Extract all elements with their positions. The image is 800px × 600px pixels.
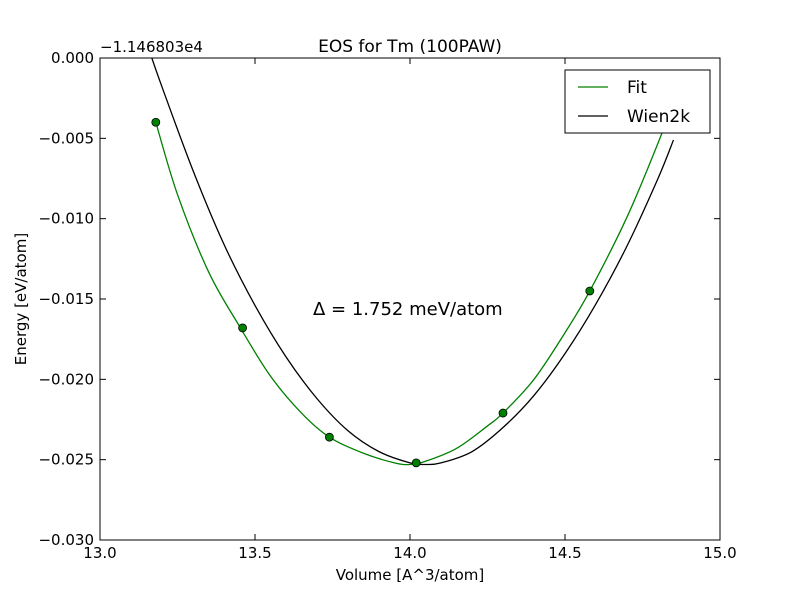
legend-label-fit: Fit (627, 78, 647, 98)
y-tick-label: −0.030 (38, 531, 94, 549)
data-point (151, 117, 161, 127)
data-point (324, 432, 334, 442)
data-point (411, 458, 421, 468)
x-tick-label: 14.5 (548, 544, 581, 562)
y-tick-label: −0.025 (38, 451, 94, 469)
y-tick-label: −0.015 (38, 290, 94, 308)
y-tick-label: 0.000 (51, 49, 94, 67)
y-tick-label: −0.020 (38, 370, 94, 388)
y-tick-label: −0.010 (38, 210, 94, 228)
x-tick-label: 13.0 (83, 544, 116, 562)
y-tick-label: −0.005 (38, 129, 94, 147)
legend: Fit Wien2k (564, 69, 711, 134)
legend-box (564, 69, 711, 134)
delta-annotation: Δ = 1.752 meV/atom (313, 299, 503, 320)
data-point (585, 286, 595, 296)
x-tick-label: 13.5 (238, 544, 271, 562)
plot-frame (99, 57, 721, 541)
data-points-layer (151, 117, 595, 468)
ticks-layer: 13.0 13.5 14.0 14.5 15.0 0.000 −0.005 −0.010 −0.… (38, 49, 736, 562)
y-axis-label: Energy [eV/atom] (12, 233, 30, 365)
legend-label-wien2k: Wien2k (627, 107, 690, 127)
x-axis-label: Volume [A^3/atom] (336, 566, 485, 584)
data-point (238, 323, 248, 333)
x-tick-label: 15.0 (703, 544, 736, 562)
chart-title: EOS for Tm (100PAW) (318, 37, 502, 57)
data-point (498, 408, 508, 418)
y-offset-label: −1.146803e4 (100, 38, 203, 56)
x-tick-label: 14.0 (393, 544, 426, 562)
